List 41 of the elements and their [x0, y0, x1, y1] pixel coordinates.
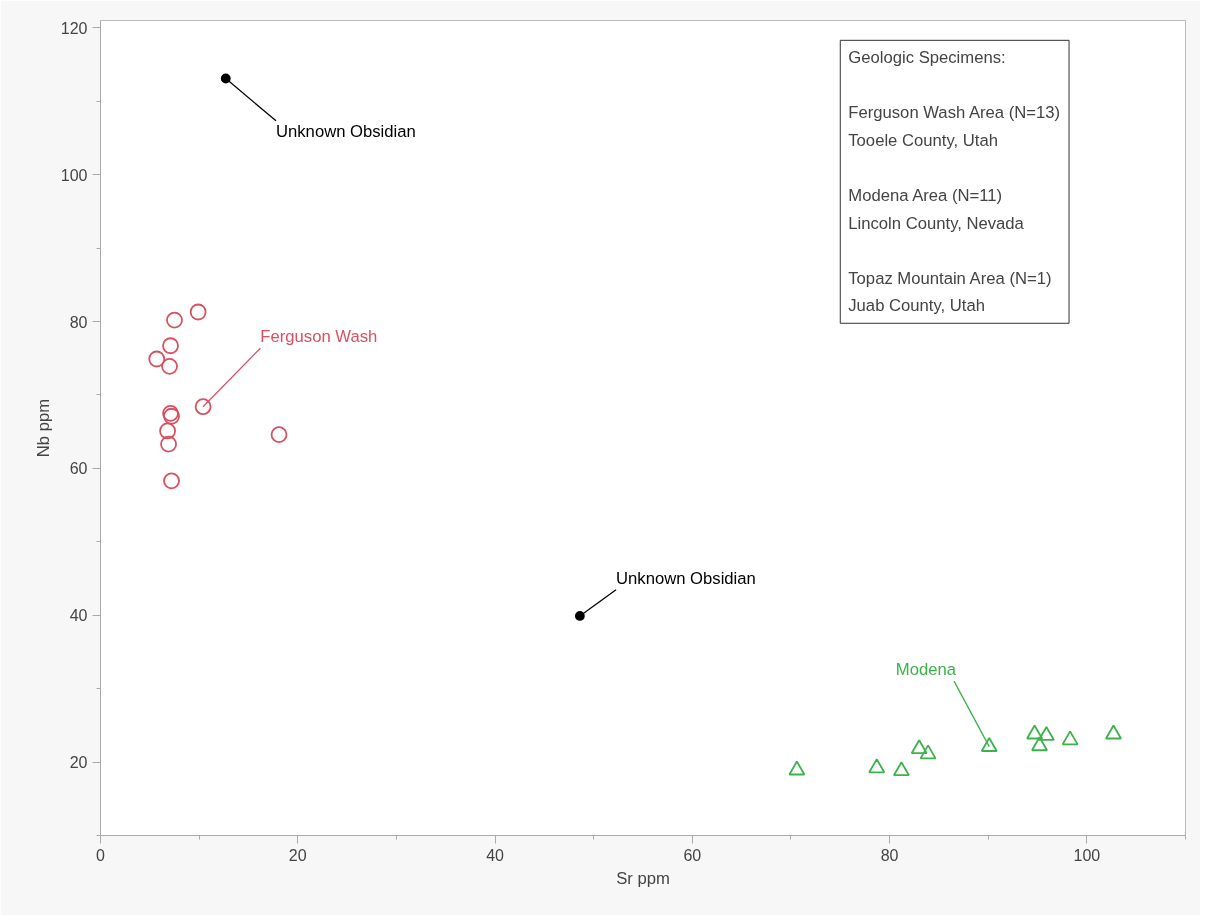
x-tick-label: 80	[880, 846, 899, 864]
point	[194, 398, 212, 416]
y-tick-label: 60	[69, 460, 88, 478]
point	[1026, 724, 1043, 740]
y-tick-label: 40	[69, 607, 88, 625]
y-tick-label: 80	[69, 313, 88, 331]
y-tick-label: 120	[60, 19, 88, 37]
point	[166, 311, 183, 329]
point	[189, 303, 207, 321]
point	[1105, 724, 1122, 740]
point	[1038, 726, 1055, 741]
point	[910, 739, 928, 755]
y-tick-label: 100	[60, 166, 88, 184]
point	[1031, 736, 1048, 752]
text: Geologic Specimens: Ferguson Wash Area (N=13) Tooele County, Utah Modena Area (N=11) Lincoln County, Nevada Topaz Mountain Area (N=1) Juab County, Utah	[848, 48, 1061, 316]
annotation: Modena	[895, 660, 957, 680]
point	[893, 761, 910, 777]
point	[161, 357, 178, 375]
point	[163, 472, 180, 490]
x-tick-label: 100	[1073, 846, 1101, 864]
point	[868, 758, 886, 774]
point	[980, 737, 998, 752]
annotation: Unknown Obsidian	[276, 121, 416, 141]
annotation: Ferguson Wash	[260, 327, 378, 347]
annotation: Unknown Obsidian	[616, 568, 756, 588]
x-tick-label: 20	[288, 846, 307, 864]
x-tick-label: 60	[683, 846, 702, 864]
point	[160, 435, 177, 453]
y-tick-label: 20	[69, 754, 88, 772]
point	[788, 760, 806, 776]
point	[574, 611, 585, 621]
y-axis-title: Nb ppm	[33, 398, 53, 458]
point	[148, 350, 166, 368]
x-axis-title: Sr ppm	[616, 868, 670, 888]
point	[1061, 730, 1079, 746]
point	[270, 426, 288, 443]
point	[162, 337, 179, 355]
x-tick-label: 0	[96, 846, 106, 864]
x-tick-label: 40	[486, 846, 505, 864]
point	[159, 422, 176, 440]
point	[919, 744, 937, 760]
